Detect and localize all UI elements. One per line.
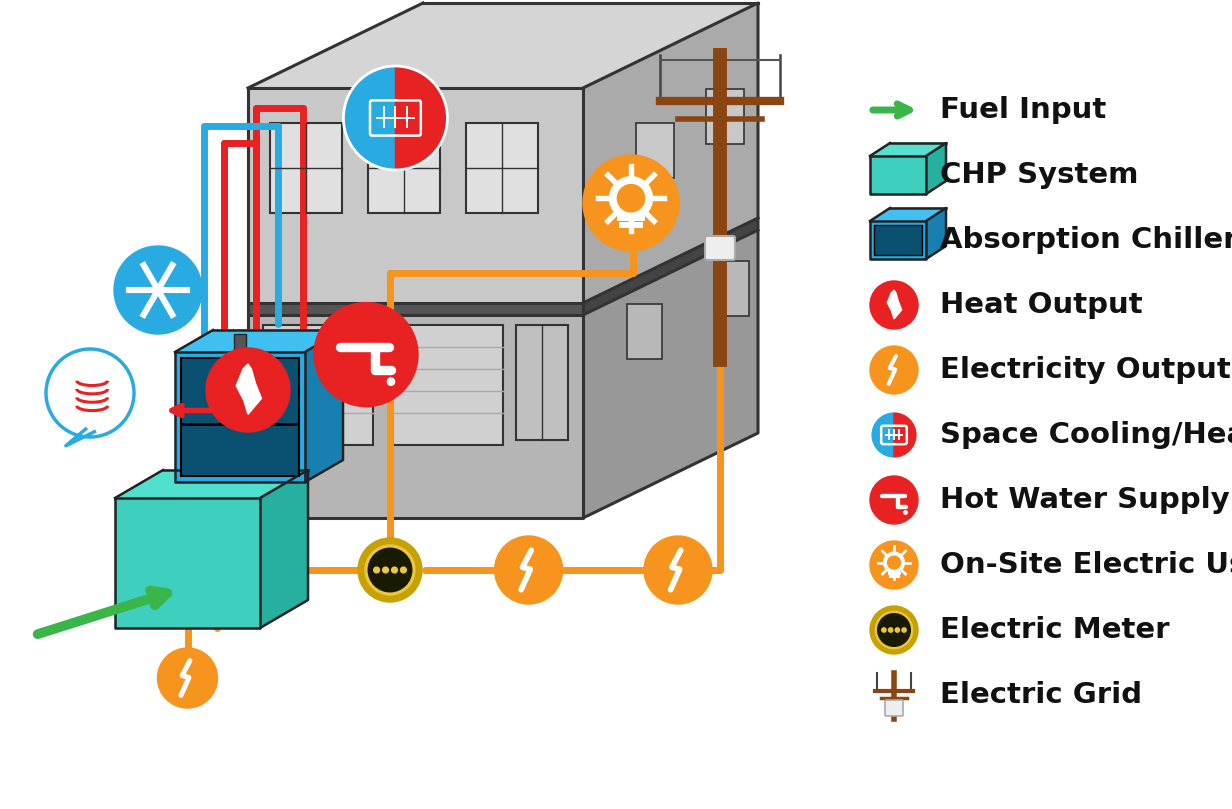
Text: Electric Meter: Electric Meter [940,616,1169,644]
Polygon shape [926,143,946,194]
Polygon shape [115,498,260,628]
FancyBboxPatch shape [368,123,440,213]
Polygon shape [870,156,926,194]
Circle shape [400,567,407,573]
Text: On-Site Electric Use: On-Site Electric Use [940,551,1232,579]
Circle shape [902,628,907,632]
FancyBboxPatch shape [885,700,903,716]
Circle shape [206,348,290,432]
FancyBboxPatch shape [262,325,373,445]
Polygon shape [870,221,926,259]
Circle shape [877,614,910,646]
Circle shape [896,628,899,632]
Circle shape [368,549,411,591]
Circle shape [870,476,918,524]
Circle shape [494,536,563,604]
FancyBboxPatch shape [516,325,568,440]
Polygon shape [65,429,95,446]
FancyBboxPatch shape [715,261,749,316]
FancyBboxPatch shape [466,123,538,213]
Circle shape [387,378,394,385]
FancyBboxPatch shape [636,122,674,177]
Text: Electricity Output: Electricity Output [940,356,1231,384]
Text: Absorption Chiller: Absorption Chiller [940,226,1232,254]
Wedge shape [894,411,918,459]
Polygon shape [870,208,946,221]
Wedge shape [395,66,447,170]
Polygon shape [115,470,308,498]
Circle shape [383,567,388,573]
Text: CHP System: CHP System [940,161,1138,189]
Circle shape [46,349,134,437]
Circle shape [875,612,913,649]
Polygon shape [583,218,758,315]
FancyBboxPatch shape [234,334,246,354]
Circle shape [882,628,886,632]
FancyBboxPatch shape [706,88,743,143]
FancyBboxPatch shape [270,123,342,213]
Polygon shape [583,3,758,303]
Circle shape [904,510,907,515]
Text: Fuel Input: Fuel Input [940,96,1106,124]
Polygon shape [248,3,758,88]
Circle shape [314,303,418,407]
Circle shape [644,536,712,604]
Polygon shape [306,330,342,482]
Circle shape [583,155,679,251]
Polygon shape [926,208,946,259]
Circle shape [154,286,163,294]
Text: Electric Grid: Electric Grid [940,681,1142,709]
Polygon shape [175,330,342,352]
Circle shape [359,538,423,602]
Circle shape [870,346,918,394]
Circle shape [392,567,398,573]
Polygon shape [583,230,758,518]
Wedge shape [344,66,395,170]
Circle shape [870,606,918,654]
Text: Space Cooling/Heating: Space Cooling/Heating [940,421,1232,449]
Circle shape [373,567,379,573]
Polygon shape [887,290,902,319]
Polygon shape [260,470,308,628]
FancyBboxPatch shape [181,358,299,476]
Polygon shape [870,143,946,156]
Text: Hot Water Supply: Hot Water Supply [940,486,1230,514]
Circle shape [888,628,893,632]
Polygon shape [248,303,583,315]
FancyBboxPatch shape [705,236,736,260]
Wedge shape [870,411,894,459]
FancyBboxPatch shape [393,325,503,445]
Circle shape [870,281,918,329]
FancyBboxPatch shape [627,303,662,358]
Polygon shape [248,315,583,518]
Polygon shape [248,88,583,303]
Text: Heat Output: Heat Output [940,291,1142,319]
FancyBboxPatch shape [873,225,922,255]
Polygon shape [175,352,306,482]
Circle shape [115,246,202,334]
Circle shape [158,648,218,708]
Polygon shape [237,364,261,414]
Circle shape [870,541,918,589]
Circle shape [365,545,415,595]
